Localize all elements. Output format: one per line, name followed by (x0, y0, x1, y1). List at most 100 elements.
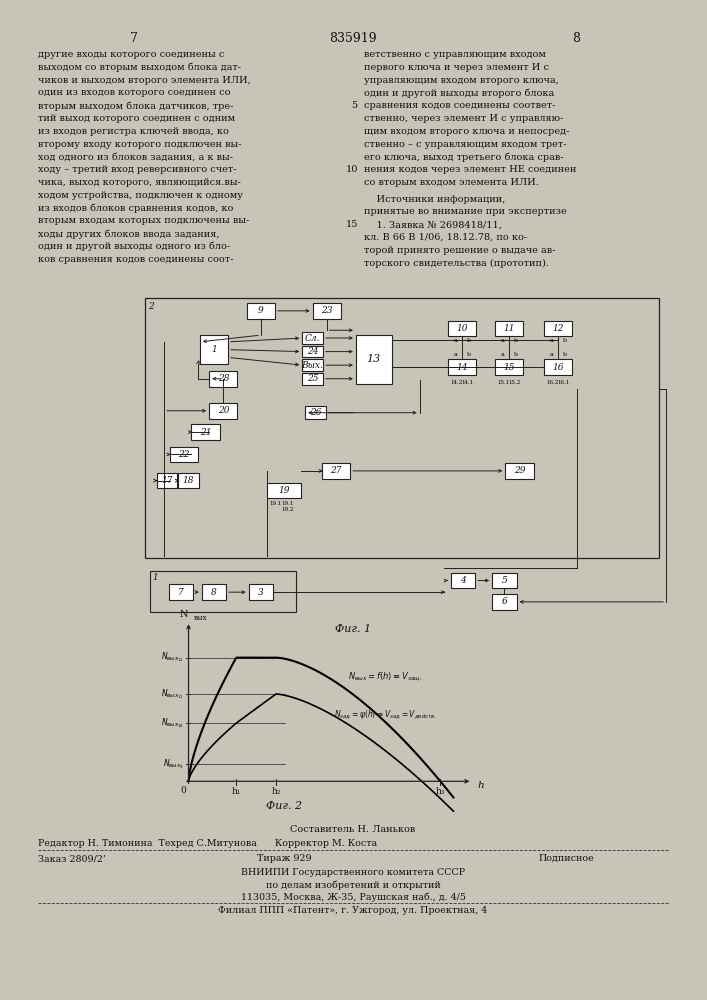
Text: $N_{вых_{10}}$: $N_{вых_{10}}$ (161, 716, 184, 730)
Text: 113035, Москва, Ж-35, Раушская наб., д. 4/5: 113035, Москва, Ж-35, Раушская наб., д. … (240, 893, 465, 902)
Text: 10: 10 (345, 165, 358, 174)
Text: 19.1: 19.1 (281, 501, 293, 506)
Bar (322, 463, 350, 479)
Text: торского свидетельства (прототип).: торского свидетельства (прототип). (364, 259, 549, 268)
Bar (495, 321, 523, 336)
Text: 19: 19 (279, 486, 290, 495)
Text: 10: 10 (456, 324, 468, 333)
Text: a: a (454, 352, 457, 357)
Text: 2: 2 (148, 302, 154, 311)
Bar (169, 584, 193, 600)
Text: a: a (501, 338, 504, 343)
Text: $N_{вых_{11}}$: $N_{вых_{11}}$ (161, 687, 184, 701)
Bar (200, 335, 228, 364)
Bar (448, 321, 477, 336)
Bar (303, 332, 323, 344)
Text: 0: 0 (180, 786, 186, 795)
Text: Заказ 2809/2’: Заказ 2809/2’ (38, 854, 106, 863)
Text: 6: 6 (501, 597, 507, 606)
Text: 1: 1 (211, 345, 217, 354)
Text: вых: вых (194, 614, 208, 622)
Text: из входов блоков сравнения кодов, ко: из входов блоков сравнения кодов, ко (38, 204, 233, 213)
Bar (209, 371, 238, 387)
Text: 23: 23 (321, 306, 332, 315)
Text: a: a (454, 338, 457, 343)
Text: Источники информации,: Источники информации, (364, 195, 506, 204)
Text: ходу – третий вход реверсивного счет-: ходу – третий вход реверсивного счет- (38, 165, 237, 174)
Text: Филиал ППП «Патент», г. Ужгород, ул. Проектная, 4: Филиал ППП «Патент», г. Ужгород, ул. Про… (218, 906, 488, 915)
Text: 15.2: 15.2 (508, 380, 521, 385)
Text: a: a (501, 352, 504, 357)
Text: Подписное: Подписное (539, 854, 595, 863)
Bar (303, 359, 323, 371)
Text: один из входов которого соединен со: один из входов которого соединен со (38, 88, 230, 97)
Text: b: b (563, 338, 566, 343)
Text: другие входы которого соединены с: другие входы которого соединены с (38, 50, 225, 59)
Text: 29: 29 (514, 466, 525, 475)
Text: со вторым входом элемента ИЛИ.: со вторым входом элемента ИЛИ. (364, 178, 539, 187)
Text: 11: 11 (503, 324, 515, 333)
Text: N: N (180, 610, 188, 619)
Text: вторым выходом блока датчиков, тре-: вторым выходом блока датчиков, тре- (38, 101, 233, 111)
Text: Редактор Н. Тимонина  Техред С.Митунова      Корректор М. Коста: Редактор Н. Тимонина Техред С.Митунова К… (38, 839, 378, 848)
Text: Вых.: Вых. (302, 361, 324, 370)
Text: 16.2: 16.2 (547, 380, 559, 385)
Text: 19.2: 19.2 (281, 507, 293, 512)
Bar (201, 584, 226, 600)
Text: торой принято решение о выдаче ав-: торой принято решение о выдаче ав- (364, 246, 556, 255)
Bar (303, 346, 323, 357)
Text: 17: 17 (161, 476, 173, 485)
Text: ВНИИПИ Государственного комитета СССР: ВНИИПИ Государственного комитета СССР (241, 868, 465, 877)
Text: 27: 27 (330, 466, 342, 475)
Text: щим входом второго ключа и непосред-: щим входом второго ключа и непосред- (364, 127, 570, 136)
Text: 24: 24 (307, 347, 318, 356)
Text: Фиг. 1: Фиг. 1 (335, 624, 371, 634)
Text: 14.1: 14.1 (462, 380, 474, 385)
Text: b: b (467, 338, 471, 343)
Text: 7: 7 (130, 32, 138, 45)
Bar (249, 584, 273, 600)
Bar (305, 406, 326, 419)
Text: 1. Заявка № 2698418/11,: 1. Заявка № 2698418/11, (364, 220, 502, 229)
Bar (544, 321, 572, 336)
Text: второму входу которого подключен вы-: второму входу которого подключен вы- (38, 140, 242, 149)
Text: 5: 5 (501, 576, 507, 585)
Text: ственно, через элемент И с управляю-: ственно, через элемент И с управляю- (364, 114, 563, 123)
Text: нения кодов через элемент НЕ соединен: нения кодов через элемент НЕ соединен (364, 165, 577, 174)
Bar (495, 359, 523, 375)
Text: 14.2: 14.2 (450, 380, 462, 385)
Text: a: a (549, 338, 554, 343)
Text: управляющим входом второго ключа,: управляющим входом второго ключа, (364, 76, 559, 85)
Text: b: b (513, 338, 518, 343)
Text: Сл.: Сл. (305, 334, 320, 343)
Bar (312, 303, 341, 319)
Text: 21: 21 (199, 428, 211, 437)
Text: принятые во внимание при экспертизе: принятые во внимание при экспертизе (364, 207, 567, 216)
Text: 16.1: 16.1 (557, 380, 570, 385)
Bar (192, 424, 220, 440)
Text: по делам изобретений и открытий: по делам изобретений и открытий (266, 880, 440, 890)
Bar (492, 594, 517, 610)
Text: h₃: h₃ (436, 787, 445, 796)
Text: кл. В 66 В 1/06, 18.12.78, по ко-: кл. В 66 В 1/06, 18.12.78, по ко- (364, 233, 527, 242)
Text: 13: 13 (367, 354, 381, 364)
Text: Тираж 929: Тираж 929 (257, 854, 312, 863)
Text: 4: 4 (460, 576, 466, 585)
Text: h₁: h₁ (232, 787, 241, 796)
Text: Составитель Н. Ланьков: Составитель Н. Ланьков (291, 825, 416, 834)
Bar (178, 473, 199, 488)
Text: 22: 22 (178, 450, 189, 459)
Text: ходы других блоков ввода задания,: ходы других блоков ввода задания, (38, 229, 220, 239)
Text: 5: 5 (351, 101, 358, 110)
Bar (303, 373, 323, 385)
Text: 12: 12 (552, 324, 563, 333)
Text: $N_{вых_{12}}$: $N_{вых_{12}}$ (161, 651, 184, 664)
Text: один и другой выходы одного из бло-: один и другой выходы одного из бло- (38, 242, 230, 251)
Bar (267, 483, 301, 498)
Text: ход одного из блоков задания, а к вы-: ход одного из блоков задания, а к вы- (38, 152, 233, 161)
Text: 15: 15 (503, 363, 515, 372)
Bar (146, 298, 658, 558)
Text: 26: 26 (310, 408, 321, 417)
Bar (209, 403, 238, 419)
Text: $N_{зад}=\psi(h)\equiv V_{зад}=V_{действ.}$: $N_{зад}=\psi(h)\equiv V_{зад}=V_{действ… (334, 709, 437, 721)
